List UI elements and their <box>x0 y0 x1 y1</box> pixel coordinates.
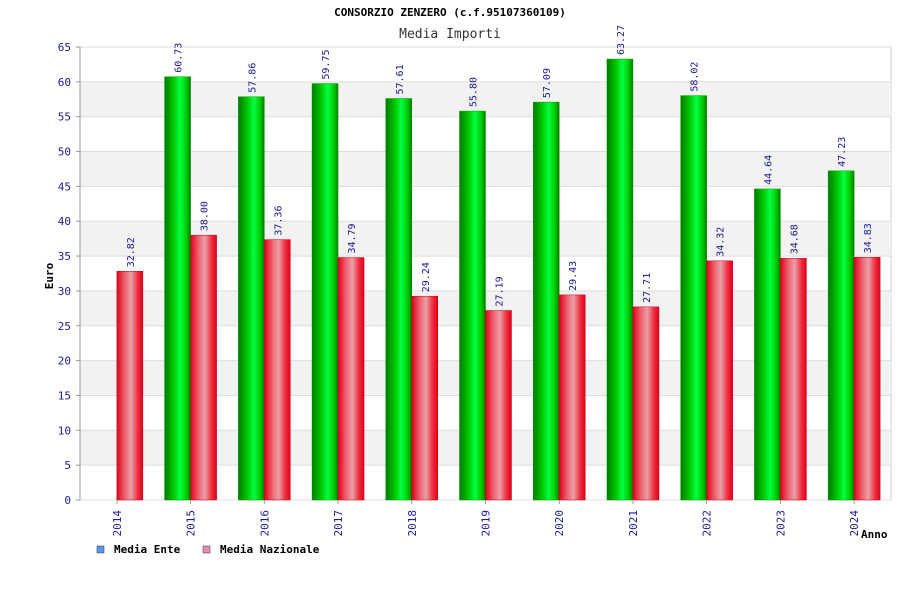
x-tick-label: 2018 <box>406 510 419 537</box>
bar-media-ente-2021 <box>606 58 634 501</box>
bar-value-label: 27.71 <box>642 273 653 303</box>
bar-media-ente-2015 <box>164 76 191 501</box>
y-tick-label: 50 <box>58 146 71 159</box>
bar-media-nazionale-2017 <box>337 257 365 501</box>
legend: Media Ente Media Nazionale <box>96 543 320 556</box>
legend-swatch-media-nazionale <box>202 545 211 554</box>
bar-value-label: 57.61 <box>395 64 406 94</box>
bar-media-nazionale-2024 <box>853 257 881 501</box>
bar-media-nazionale-2021 <box>632 306 660 501</box>
bar-media-ente-2017 <box>311 83 339 501</box>
y-tick-label: 30 <box>58 285 71 298</box>
x-tick-label: 2017 <box>332 510 345 537</box>
x-tick-label: 2022 <box>701 510 714 537</box>
x-tick-label: 2019 <box>480 510 493 537</box>
x-tick-label: 2015 <box>185 510 198 537</box>
legend-swatch-media-ente <box>96 545 105 554</box>
bar-value-label: 59.75 <box>321 49 332 79</box>
y-tick-label: 10 <box>58 424 71 437</box>
bar-media-ente-2023 <box>754 188 781 501</box>
bar-value-label: 38.00 <box>200 201 211 231</box>
y-tick-label: 0 <box>64 494 71 507</box>
bar-media-nazionale-2016 <box>264 239 291 501</box>
y-tick-label: 35 <box>58 250 71 263</box>
bar-media-nazionale-2018 <box>411 295 439 501</box>
chart-subtitle: Media Importi <box>399 27 501 42</box>
y-tick-label: 40 <box>58 215 71 228</box>
bar-value-label: 60.73 <box>174 43 185 73</box>
bar-media-nazionale-2020 <box>558 294 586 501</box>
bar-media-ente-2020 <box>532 101 560 501</box>
bar-value-label: 32.82 <box>126 237 137 267</box>
bar-value-label: 57.09 <box>542 68 553 98</box>
bar-value-label: 34.68 <box>789 224 800 254</box>
bar-value-label: 29.43 <box>568 261 579 291</box>
y-tick-label: 25 <box>58 320 71 333</box>
x-axis-label: Anno <box>861 528 888 541</box>
y-tick-label: 20 <box>58 355 71 368</box>
x-axis-ticks: 2014 2015 2016 2017 2018 2019 2020 2021 2022 2023… <box>111 500 861 537</box>
y-tick-label: 15 <box>58 389 71 402</box>
chart-title: CONSORZIO ZENZERO (c.f.95107360109) <box>334 6 566 19</box>
bar-media-ente-2022 <box>680 95 707 501</box>
bar-media-nazionale-2014 <box>116 271 144 501</box>
x-tick-label: 2014 <box>111 510 124 537</box>
y-tick-label: 45 <box>58 180 71 193</box>
x-tick-label: 2021 <box>627 510 640 537</box>
bar-value-label: 58.02 <box>690 62 701 92</box>
y-tick-label: 60 <box>58 76 71 89</box>
bar-value-label: 29.24 <box>421 262 432 292</box>
bar-value-label: 37.36 <box>273 206 284 236</box>
y-tick-label: 55 <box>58 111 71 124</box>
bar-value-label: 34.32 <box>716 227 727 257</box>
x-tick-label: 2023 <box>774 510 787 537</box>
bar-media-ente-2024 <box>827 170 855 501</box>
bar-value-label: 34.83 <box>863 223 874 253</box>
legend-label-media-nazionale: Media Nazionale <box>220 543 320 556</box>
y-tick-label: 65 <box>58 41 71 54</box>
bar-value-label: 55.80 <box>469 77 480 107</box>
bar-value-label: 63.27 <box>616 25 627 55</box>
bar-media-nazionale-2022 <box>706 260 733 501</box>
y-tick-label: 5 <box>64 459 71 472</box>
bar-value-label: 44.64 <box>763 155 774 185</box>
bar-media-nazionale-2015 <box>190 234 217 501</box>
bar-media-ente-2019 <box>459 110 486 501</box>
x-tick-label: 2024 <box>848 510 861 537</box>
bar-value-label: 57.86 <box>247 63 258 93</box>
y-axis-label: Euro <box>43 262 56 289</box>
x-tick-label: 2016 <box>258 510 271 537</box>
bar-value-label: 27.19 <box>495 276 506 306</box>
bar-value-label: 34.79 <box>347 223 358 253</box>
bar-media-nazionale-2023 <box>780 258 807 501</box>
bar-media-ente-2016 <box>238 96 265 501</box>
bar-media-ente-2018 <box>385 98 413 501</box>
y-axis-ticks: 0 5 10 15 20 25 30 35 40 45 50 55 60 65 <box>58 41 80 507</box>
bar-value-label: 47.23 <box>837 137 848 167</box>
legend-label-media-ente: Media Ente <box>114 543 181 556</box>
x-tick-label: 2020 <box>553 510 566 537</box>
bar-media-nazionale-2019 <box>485 310 512 501</box>
bars: 32.82 60.73 38.00 57.86 37.36 59.75 34.79 57.61… <box>116 25 881 501</box>
